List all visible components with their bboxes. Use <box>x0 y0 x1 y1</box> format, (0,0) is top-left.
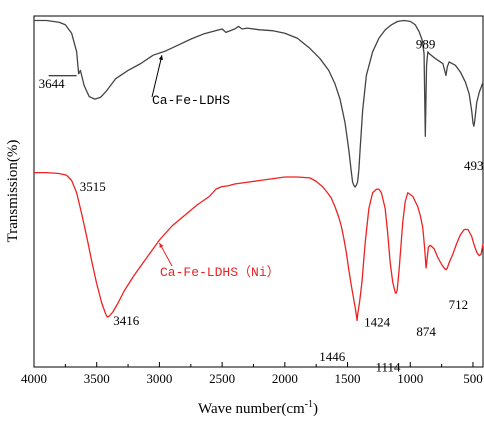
series-label-ca-fe-ldhs-ni: Ca-Fe-LDHS（Ni） <box>160 265 280 280</box>
x-axis-title: Wave number(cm-1) <box>198 399 318 417</box>
peak-label-1446: 1446 <box>319 349 346 364</box>
series-line-1 <box>34 171 484 322</box>
series-line-0 <box>34 19 484 188</box>
x-tick-label: 4000 <box>21 371 47 386</box>
peak-label-874: 874 <box>416 324 436 339</box>
x-tick-label: 3000 <box>146 371 172 386</box>
x-tick-label: 2500 <box>209 371 235 386</box>
series-pointer-head-1 <box>159 243 164 248</box>
peak-label-3515: 3515 <box>80 179 106 194</box>
series-label-ca-fe-ldhs: Ca-Fe-LDHS <box>152 93 230 108</box>
peak-label-493: 493 <box>464 158 484 173</box>
x-axis-ticks: 4000 3500 3000 2500 2000 1500 1000 500 <box>21 362 483 386</box>
y-axis-title: Transmission(%) <box>5 140 21 243</box>
peak-label-1424: 1424 <box>364 315 391 330</box>
peak-label-3416: 3416 <box>113 313 140 328</box>
annotation-layer: 3644 3515 989 493 3416 1446 1424 1114 874 712 <box>39 36 484 374</box>
x-tick-label: 1000 <box>397 371 423 386</box>
series-pointer-0 <box>151 55 163 98</box>
x-tick-label: 2000 <box>272 371 298 386</box>
peak-label-3644: 3644 <box>39 76 66 91</box>
x-tick-label: 500 <box>463 371 483 386</box>
series-layer <box>34 19 484 322</box>
plot-frame <box>33 15 484 368</box>
peak-label-1114: 1114 <box>375 359 401 374</box>
x-tick-label: 3500 <box>84 371 110 386</box>
peak-label-712: 712 <box>449 297 469 312</box>
series-pointer-head-0 <box>158 55 163 61</box>
peak-label-989: 989 <box>416 36 436 51</box>
x-tick-label: 1500 <box>335 371 361 386</box>
